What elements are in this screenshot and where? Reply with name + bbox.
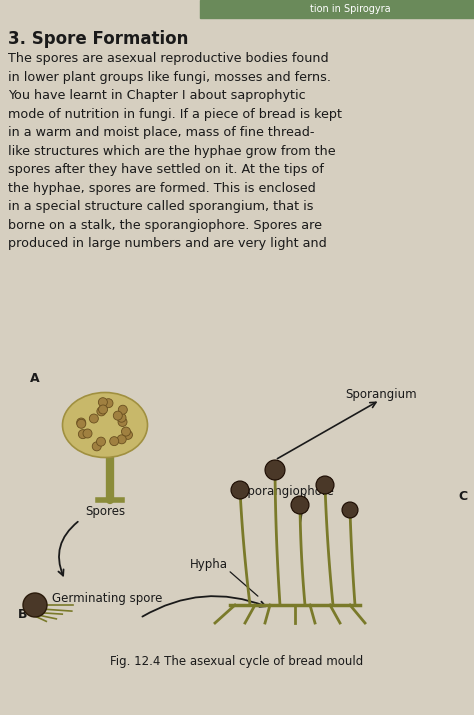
Text: Germinating spore: Germinating spore	[52, 592, 163, 605]
Text: tion in Spirogyra: tion in Spirogyra	[310, 4, 390, 14]
Circle shape	[99, 398, 108, 407]
Circle shape	[77, 419, 86, 428]
Text: C: C	[458, 490, 467, 503]
Circle shape	[118, 405, 128, 414]
Circle shape	[83, 429, 92, 438]
Circle shape	[97, 407, 106, 416]
Text: The spores are asexual reproductive bodies found
in lower plant groups like fung: The spores are asexual reproductive bodi…	[8, 52, 342, 250]
Circle shape	[118, 418, 127, 426]
Circle shape	[109, 437, 118, 445]
Circle shape	[121, 427, 130, 436]
Circle shape	[291, 496, 309, 514]
Text: Spores: Spores	[85, 505, 125, 518]
Text: B: B	[18, 608, 27, 621]
Text: A: A	[30, 372, 40, 385]
Circle shape	[78, 430, 87, 438]
Bar	[200, 0, 474, 18]
Circle shape	[316, 476, 334, 494]
Circle shape	[231, 481, 249, 499]
Text: 3. Spore Formation: 3. Spore Formation	[8, 30, 188, 48]
Circle shape	[104, 399, 113, 408]
Text: Fig. 12.4 The asexual cycle of bread mould: Fig. 12.4 The asexual cycle of bread mou…	[110, 655, 364, 668]
Circle shape	[23, 593, 47, 617]
Ellipse shape	[63, 393, 147, 458]
Circle shape	[265, 460, 285, 480]
Circle shape	[117, 413, 126, 423]
Circle shape	[117, 435, 126, 444]
Circle shape	[113, 411, 122, 420]
Circle shape	[90, 414, 98, 423]
Circle shape	[92, 442, 101, 451]
Circle shape	[77, 418, 86, 427]
Circle shape	[97, 437, 106, 446]
Circle shape	[99, 405, 108, 414]
Circle shape	[123, 430, 132, 440]
Text: Sporangiophore: Sporangiophore	[240, 485, 334, 498]
Text: Hypha: Hypha	[190, 558, 228, 571]
Text: Sporangium: Sporangium	[345, 388, 417, 401]
Circle shape	[342, 502, 358, 518]
